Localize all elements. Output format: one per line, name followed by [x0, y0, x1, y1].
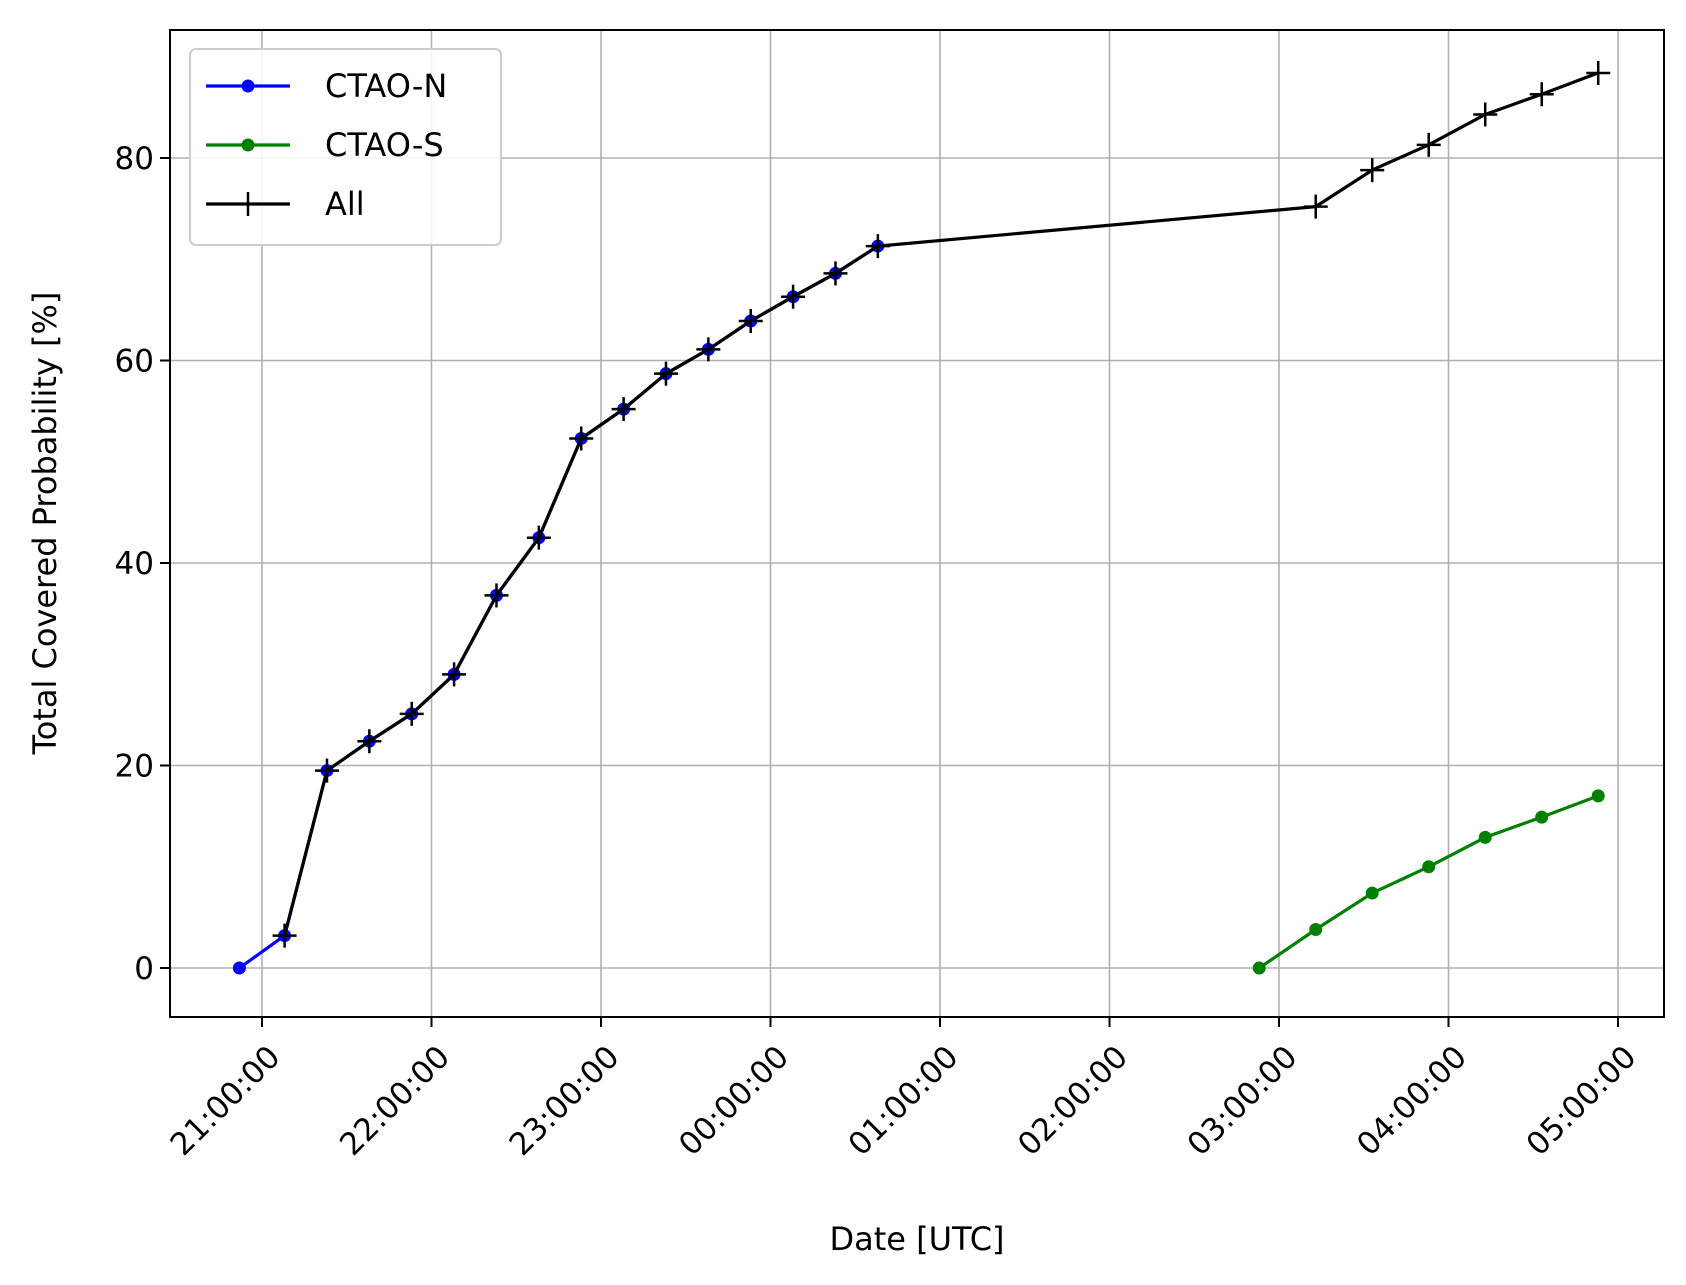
data-point-all: [738, 309, 763, 334]
series-layer: [232, 60, 1611, 975]
data-point-all: [1416, 132, 1441, 157]
data-point-all: [357, 729, 382, 754]
y-tick-label: 0: [134, 951, 154, 987]
legend-item-all: All: [206, 185, 365, 223]
data-point-all: [611, 397, 636, 422]
x-axis: 21:00:00 22:00:00 23:00:00 00:00:00 01:00:00…: [164, 1017, 1644, 1163]
data-point-all: [865, 234, 890, 259]
legend-marker: [241, 79, 255, 93]
x-tick-label: 01:00:00: [842, 1039, 966, 1163]
x-tick-label: 02:00:00: [1011, 1039, 1135, 1163]
data-point-all: [569, 426, 594, 451]
data-point-all: [1473, 102, 1498, 127]
x-axis-title: Date [UTC]: [829, 1220, 1004, 1258]
y-axis: 0 20 40 60 80: [115, 141, 170, 987]
y-tick-label: 80: [115, 141, 154, 177]
y-tick-label: 60: [115, 344, 154, 380]
series-ctao-n: [232, 239, 885, 975]
x-tick-label: 23:00:00: [503, 1039, 627, 1163]
data-point-all: [1529, 82, 1554, 107]
data-point-ctao-n: [232, 961, 246, 975]
data-point-ctao-s: [1309, 923, 1323, 937]
data-point-ctao-s: [1365, 886, 1379, 900]
series-ctao-s: [1252, 789, 1605, 975]
legend-item-ctao-n: CTAO-N: [206, 67, 447, 105]
x-tick-label: 03:00:00: [1181, 1039, 1305, 1163]
legend-label: CTAO-N: [325, 67, 447, 105]
y-axis-title: Total Covered Probability [%]: [26, 292, 64, 756]
data-point-all: [314, 758, 339, 783]
data-point-all: [696, 337, 721, 362]
legend: CTAO-N CTAO-S All: [189, 48, 502, 246]
data-point-ctao-s: [1535, 810, 1549, 824]
data-point-ctao-s: [1252, 961, 1266, 975]
data-point-ctao-s: [1591, 789, 1605, 803]
data-point-all: [484, 583, 509, 608]
data-point-all: [1586, 60, 1611, 85]
legend-frame: [189, 48, 502, 246]
grid-lines: [170, 30, 1664, 1017]
x-tick-label: 05:00:00: [1520, 1039, 1644, 1163]
plot-frame: [169, 29, 1665, 1018]
legend-marker: [241, 138, 255, 152]
x-tick-label: 22:00:00: [333, 1039, 457, 1163]
legend-item-ctao-s: CTAO-S: [206, 126, 444, 164]
data-point-ctao-s: [1478, 830, 1492, 844]
data-point-all: [781, 284, 806, 309]
y-tick-label: 20: [115, 749, 154, 785]
data-point-all: [272, 923, 297, 948]
data-point-all: [399, 701, 424, 726]
data-point-all: [442, 662, 467, 687]
series-line-ctao-s: [1258, 794, 1599, 970]
legend-marker: [236, 192, 260, 216]
data-point-all: [823, 261, 848, 286]
x-tick-label: 21:00:00: [164, 1039, 288, 1163]
legend-label: CTAO-S: [325, 126, 444, 164]
data-point-all: [1360, 158, 1385, 183]
data-point-all: [1303, 194, 1328, 219]
x-tick-label: 04:00:00: [1350, 1039, 1474, 1163]
data-point-all: [526, 525, 551, 550]
y-tick-label: 40: [115, 546, 154, 582]
series-line-ctao-n: [238, 244, 879, 970]
data-point-ctao-s: [1422, 860, 1436, 874]
legend-label: All: [325, 185, 365, 223]
x-tick-label: 00:00:00: [672, 1039, 796, 1163]
data-point-all: [653, 361, 678, 386]
series-all: [272, 60, 1611, 948]
